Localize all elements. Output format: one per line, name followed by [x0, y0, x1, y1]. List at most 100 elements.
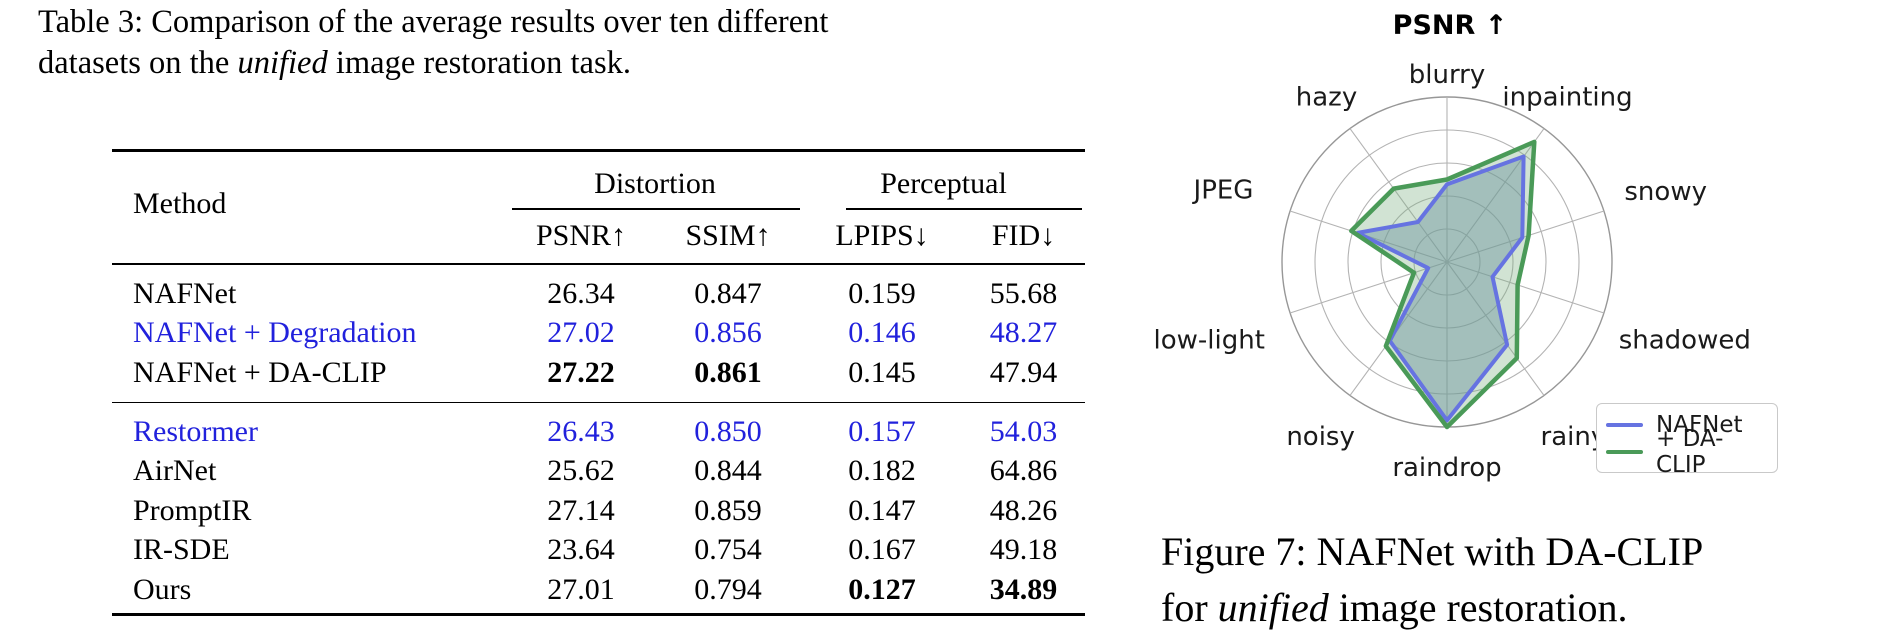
metric-header-row: PSNR↑ SSIM↑ LPIPS↓ FID↓: [112, 219, 1085, 253]
value-cell: 54.03: [989, 414, 1058, 448]
table-row-group: Restormer 26.43 0.850 0.157 54.03 AirNet 25.62…: [112, 403, 1085, 619]
figure-caption-unified: unified: [1217, 585, 1329, 630]
method-cell: PromptIR: [133, 493, 252, 527]
value-cell: 34.89: [989, 572, 1058, 606]
value-cell: 0.147: [848, 493, 916, 527]
method-cell: IR-SDE: [133, 533, 230, 567]
axis-label-shadowed: shadowed: [1619, 325, 1751, 355]
col-header-lpips: LPIPS↓: [835, 219, 929, 252]
perceptual-underline: [846, 208, 1082, 210]
daclip-fill: [1351, 141, 1535, 427]
method-cell: NAFNet + DA-CLIP: [133, 355, 387, 389]
radar-spoke: [1446, 261, 1545, 396]
axis-label-raindrop: raindrop: [1392, 453, 1501, 483]
table-caption-line2-post: image restoration task.: [327, 45, 631, 81]
radar-svg: blurry inpainting snowy shadowed rainy raindr…: [1153, 10, 1751, 483]
value-cell: 0.145: [848, 355, 916, 389]
legend-label-nafnet: NAFNet: [1656, 411, 1743, 438]
value-cell: 55.68: [989, 276, 1058, 310]
figure-caption-line2-post: image restoration.: [1328, 585, 1628, 630]
nafnet-line-swatch: [1606, 422, 1643, 427]
value-cell: 27.22: [547, 355, 615, 389]
value-cell: 0.167: [848, 533, 916, 567]
table-row: NAFNet + Degradation 27.02 0.856 0.146 48.27: [112, 314, 1085, 354]
col-header-ssim: SSIM↑: [685, 219, 771, 252]
value-cell: 0.844: [694, 454, 762, 488]
nafnet-fill: [1357, 156, 1524, 421]
value-cell: 0.850: [694, 414, 762, 448]
value-cell: 0.146: [848, 316, 916, 350]
legend-item-nafnet: NAFNet: [1606, 411, 1767, 438]
radar-spoke: [1349, 128, 1448, 263]
axis-label-rainy: rainy: [1541, 422, 1607, 452]
value-cell: 27.01: [547, 572, 615, 606]
table-row: IR-SDE 23.64 0.754 0.167 49.18: [112, 531, 1085, 571]
axis-label-snowy: snowy: [1624, 177, 1707, 207]
legend-item-daclip: + DA-CLIP: [1606, 426, 1767, 478]
col-header-psnr: PSNR↑: [535, 219, 627, 252]
value-cell: 0.856: [694, 316, 762, 350]
figure-caption: Figure 7: NAFNet with DA-CLIP for unifie…: [1161, 524, 1841, 636]
method-cell: Ours: [133, 572, 192, 606]
value-cell: 25.62: [547, 454, 615, 488]
nafnet-outline: [1355, 154, 1526, 423]
value-cell: 26.43: [547, 414, 615, 448]
value-cell: 47.94: [989, 355, 1058, 389]
radar-chart: blurry inpainting snowy shadowed rainy raindr…: [1100, 0, 1880, 512]
value-cell: 0.127: [848, 572, 916, 606]
group-header-perceptual: Perceptual: [880, 167, 1007, 200]
table-row: Restormer 26.43 0.850 0.157 54.03: [112, 412, 1085, 452]
table-bottom-rule: [112, 613, 1085, 616]
table-header: Method Distortion Perceptual PSNR↑ SSIM↑…: [112, 149, 1085, 263]
method-cell: AirNet: [133, 454, 217, 488]
value-cell: 0.754: [694, 533, 762, 567]
method-cell: Restormer: [133, 414, 258, 448]
axis-label-low-light: low-light: [1153, 325, 1264, 355]
header-rule: [112, 263, 1085, 265]
distortion-underline: [512, 208, 800, 210]
figure-caption-line2-pre: for: [1161, 585, 1218, 630]
value-cell: 0.159: [848, 276, 916, 310]
value-cell: 49.18: [989, 533, 1058, 567]
value-cell: 48.26: [989, 493, 1058, 527]
axis-label-inpainting: inpainting: [1502, 82, 1632, 112]
table-row: Ours 27.01 0.794 0.127 34.89: [112, 570, 1085, 610]
value-cell: 64.86: [989, 454, 1058, 488]
legend-label-daclip: + DA-CLIP: [1656, 425, 1724, 478]
radar-spoke: [1446, 261, 1605, 314]
method-column-header: Method: [133, 187, 227, 220]
value-cell: 48.27: [989, 316, 1058, 350]
radar-spoke: [1446, 210, 1605, 263]
value-cell: 0.847: [694, 276, 762, 310]
table-top-rule: [112, 149, 1085, 152]
radar-spoke: [1349, 261, 1448, 396]
table-mid-rule: [112, 401, 1085, 403]
value-cell: 27.14: [547, 493, 615, 527]
value-cell: 23.64: [547, 533, 615, 567]
table-body: NAFNet 26.34 0.847 0.159 55.68 NAFNet + Degra…: [112, 265, 1085, 619]
radar-legend: NAFNet + DA-CLIP: [1596, 403, 1778, 478]
value-cell: 0.861: [694, 355, 762, 389]
table-row: PromptIR 27.14 0.859 0.147 48.26: [112, 491, 1085, 531]
method-cell: NAFNet: [133, 276, 237, 310]
value-cell: 0.859: [694, 493, 762, 527]
axis-label-JPEG: JPEG: [1192, 176, 1254, 206]
method-cell: NAFNet + Degradation: [133, 316, 417, 350]
axis-label-hazy: hazy: [1296, 82, 1357, 112]
table-caption-line1: Table 3: Comparison of the average resul…: [38, 4, 829, 40]
value-cell: 0.157: [848, 414, 916, 448]
axis-label-blurry: blurry: [1409, 60, 1486, 90]
axis-label-noisy: noisy: [1286, 422, 1355, 452]
radar-spoke: [1446, 128, 1545, 263]
daclip-outline: [1349, 139, 1537, 430]
value-cell: 0.794: [694, 572, 762, 606]
table-row-group: NAFNet 26.34 0.847 0.159 55.68 NAFNet + Degra…: [112, 265, 1085, 402]
table-row: NAFNet 26.34 0.847 0.159 55.68: [112, 274, 1085, 314]
value-cell: 26.34: [547, 276, 615, 310]
figure-caption-line1: Figure 7: NAFNet with DA-CLIP: [1161, 529, 1704, 574]
group-header-distortion: Distortion: [594, 167, 716, 200]
table-row: NAFNet + DA-CLIP 27.22 0.861 0.145 47.94: [112, 353, 1085, 393]
col-header-fid: FID↓: [991, 219, 1056, 252]
value-cell: 0.182: [848, 454, 916, 488]
radar-spoke: [1289, 261, 1448, 314]
